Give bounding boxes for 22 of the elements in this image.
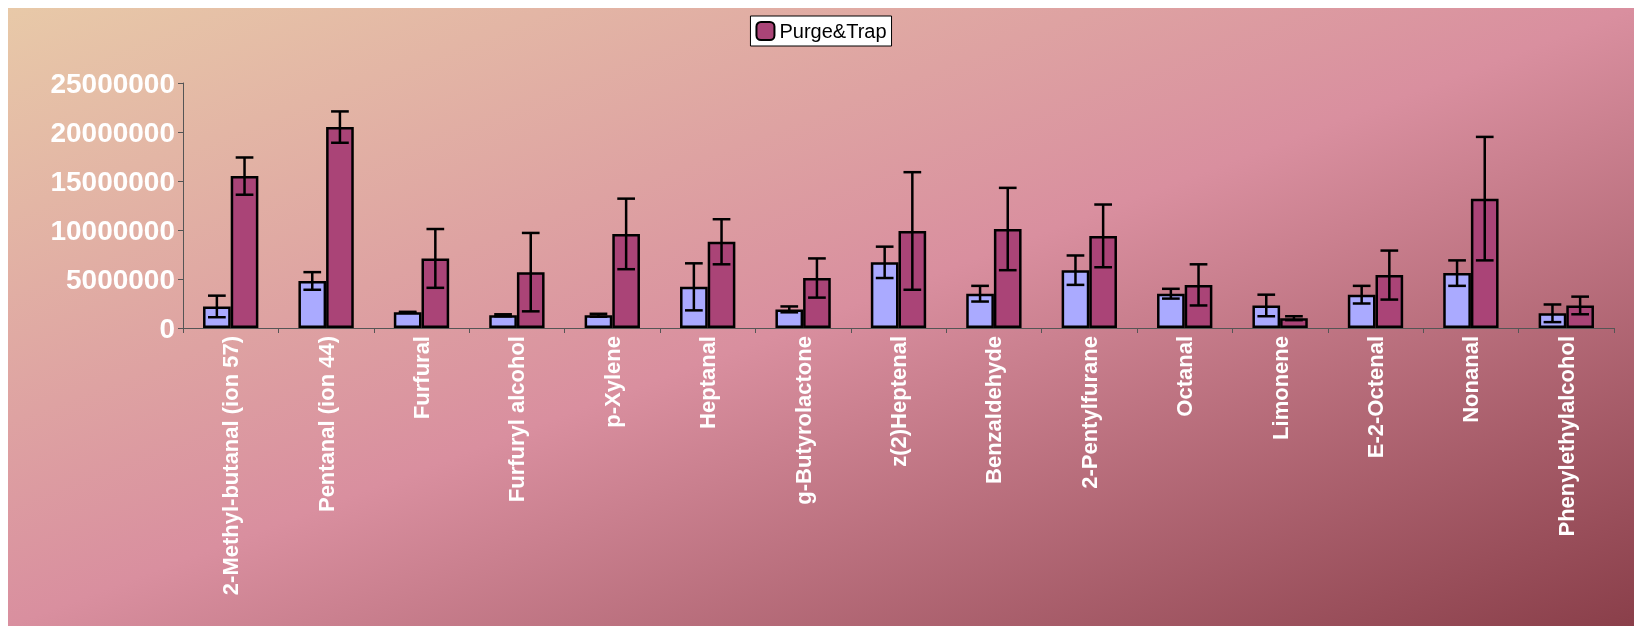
x-tick-label: Nonanal xyxy=(1458,336,1484,423)
x-tick-label: Furfural xyxy=(409,336,434,420)
y-tick-label: 25000000 xyxy=(50,67,175,99)
x-tick-label: Heptanal xyxy=(695,336,721,429)
x-tick-label: E-2-Octenal xyxy=(1363,336,1388,459)
x-tick-label: z(2)Heptenal xyxy=(886,336,911,467)
x-tick-label: p-Xylene xyxy=(599,336,625,428)
x-tick-label: Furfuryl alcohol xyxy=(504,336,530,503)
y-tick-label: 5000000 xyxy=(65,263,175,295)
y-tick-label: 15000000 xyxy=(50,165,175,197)
x-tick-label: g-Butyrolactone xyxy=(790,336,816,505)
x-tick-label: 2-Methyl-butanal (ion 57) xyxy=(218,336,244,596)
x-tick-label: Limonene xyxy=(1267,336,1293,440)
x-tick-label: Octanal xyxy=(1172,336,1198,417)
y-tick-label: 20000000 xyxy=(50,116,175,148)
x-tick-label: Benzaldehyde xyxy=(981,336,1007,484)
x-tick-label: 2-Pentylfurane xyxy=(1076,336,1102,489)
x-tick-label: Pentanal (ion 44) xyxy=(313,336,339,513)
x-tick-label: Phenylethylalcohol xyxy=(1553,336,1579,537)
y-tick-label: 10000000 xyxy=(50,214,175,246)
y-tick-label: 0 xyxy=(159,312,175,344)
legend-label: Purge&Trap xyxy=(779,20,887,42)
